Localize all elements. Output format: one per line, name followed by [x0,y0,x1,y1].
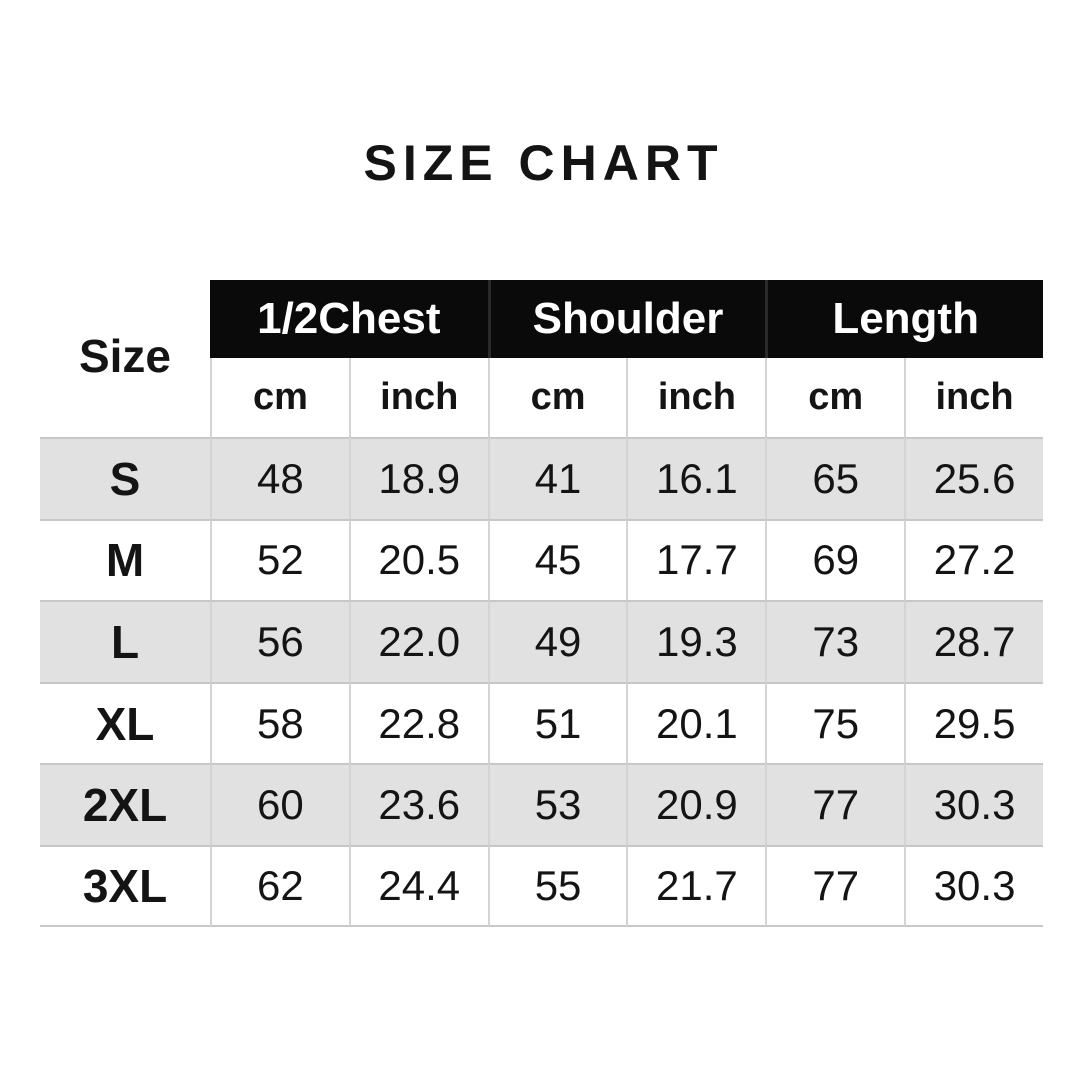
cell-l-shoulder-inch: 19.3 [626,600,766,682]
unit-header-length-inch: inch [904,358,1043,437]
cell-2xl-chest-inch: 23.6 [348,763,488,845]
row-label-s: S [40,437,210,519]
row-label-xl: XL [40,681,210,764]
cell-s-chest-inch: 18.9 [348,437,488,519]
row-label-m: M [40,518,210,601]
cell-m-length-inch: 27.2 [904,518,1043,601]
cell-s-length-inch: 25.6 [904,437,1043,519]
cell-2xl-shoulder-cm: 53 [487,763,627,845]
cell-m-shoulder-inch: 17.7 [626,518,766,601]
page-title: SIZE CHART [363,135,724,191]
row-label-3xl: 3XL [40,844,210,927]
row-label-2xl: 2XL [40,763,210,845]
cell-m-length-cm: 69 [765,518,905,601]
cell-s-shoulder-cm: 41 [487,437,627,519]
cell-xl-chest-cm: 58 [210,681,349,764]
cell-xl-chest-inch: 22.8 [348,681,488,764]
cell-xl-length-inch: 29.5 [904,681,1043,764]
cell-2xl-length-cm: 77 [765,763,905,845]
group-header-chest: 1/2Chest [210,280,488,358]
unit-header-chest-inch: inch [348,358,488,437]
cell-m-shoulder-cm: 45 [487,518,627,601]
cell-3xl-shoulder-inch: 21.7 [626,844,766,927]
cell-3xl-shoulder-cm: 55 [487,844,627,927]
cell-l-shoulder-cm: 49 [487,600,627,682]
group-header-length: Length [765,280,1043,358]
cell-2xl-shoulder-inch: 20.9 [626,763,766,845]
size-chart-table: Size 1/2Chest Shoulder Length cm inch cm… [40,280,1043,927]
cell-3xl-length-cm: 77 [765,844,905,927]
unit-header-chest-cm: cm [210,358,349,437]
unit-header-shoulder-inch: inch [626,358,766,437]
cell-3xl-chest-inch: 24.4 [348,844,488,927]
row-label-l: L [40,600,210,682]
cell-xl-shoulder-cm: 51 [487,681,627,764]
cell-xl-length-cm: 75 [765,681,905,764]
group-header-shoulder: Shoulder [487,280,766,358]
cell-xl-shoulder-inch: 20.1 [626,681,766,764]
cell-s-chest-cm: 48 [210,437,349,519]
unit-header-length-cm: cm [765,358,905,437]
cell-3xl-chest-cm: 62 [210,844,349,927]
cell-l-length-inch: 28.7 [904,600,1043,682]
cell-l-chest-cm: 56 [210,600,349,682]
cell-3xl-length-inch: 30.3 [904,844,1043,927]
cell-2xl-length-inch: 30.3 [904,763,1043,845]
size-column-header: Size [40,280,210,437]
cell-m-chest-cm: 52 [210,518,349,601]
cell-s-length-cm: 65 [765,437,905,519]
cell-s-shoulder-inch: 16.1 [626,437,766,519]
cell-l-chest-inch: 22.0 [348,600,488,682]
cell-2xl-chest-cm: 60 [210,763,349,845]
cell-m-chest-inch: 20.5 [348,518,488,601]
unit-header-shoulder-cm: cm [487,358,627,437]
cell-l-length-cm: 73 [765,600,905,682]
